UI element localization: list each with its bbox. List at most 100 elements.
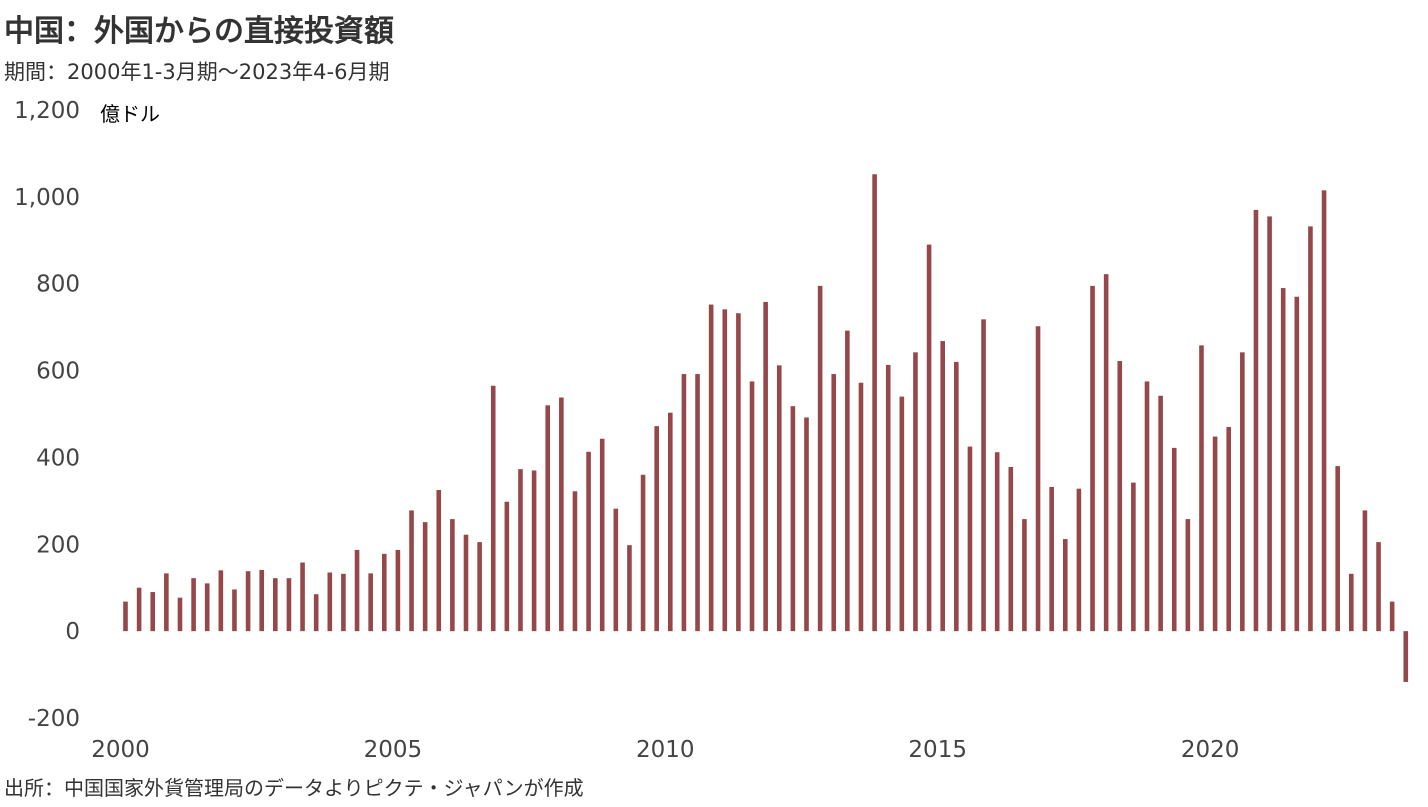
bar: [940, 341, 945, 632]
y-tick-label: 1,000: [14, 185, 80, 211]
bar: [218, 570, 224, 632]
bar: [763, 301, 768, 632]
bar: [831, 374, 837, 632]
bar: [164, 573, 169, 632]
unit-label: 億ドル: [100, 102, 160, 126]
bar: [708, 304, 714, 632]
x-tick-label: 2005: [364, 737, 423, 763]
bar: [640, 474, 646, 632]
bar: [123, 601, 128, 632]
y-axis: 1,200 1,000 800 600 400 200 0 -200: [14, 98, 80, 732]
bar: [1158, 395, 1163, 632]
x-tick-label: 2015: [908, 737, 967, 763]
y-tick-label: 400: [36, 445, 80, 471]
source-note: 出所：中国国家外貨管理局のデータよりピクテ・ジャパンが作成: [4, 776, 584, 800]
bar: [885, 364, 891, 632]
bar: [817, 285, 823, 632]
bar: [245, 571, 251, 632]
bar: [381, 553, 387, 632]
bar-series: [123, 174, 1409, 682]
bar: [1389, 601, 1395, 632]
bar: [668, 412, 673, 632]
bar: [545, 405, 551, 632]
bar: [273, 578, 278, 632]
bar: [1035, 326, 1041, 632]
bar: [695, 374, 700, 632]
bar: [776, 365, 782, 632]
chart-title: 中国：外国からの直接投資額: [4, 14, 394, 49]
bar: [559, 397, 564, 632]
bar: [926, 244, 932, 632]
bar: [749, 381, 755, 632]
bar: [259, 569, 264, 632]
bar: [1171, 447, 1177, 632]
bar: [1362, 510, 1368, 632]
bar: [736, 313, 741, 632]
bar: [1308, 226, 1313, 632]
bar: [422, 522, 428, 632]
bar: [1185, 519, 1191, 632]
bar: [1131, 482, 1136, 632]
bar: [1280, 288, 1286, 632]
bar: [463, 534, 469, 632]
bar: [845, 330, 850, 632]
bar: [354, 549, 360, 632]
bar: [300, 562, 305, 632]
bar: [504, 501, 510, 632]
bar: [1212, 436, 1218, 632]
bar: [436, 490, 442, 632]
bar: [232, 589, 237, 632]
bar: [1076, 488, 1082, 632]
bar: [790, 406, 796, 632]
bar: [967, 446, 973, 632]
bar: [450, 519, 455, 632]
bar: [627, 545, 632, 632]
bar: [395, 549, 401, 632]
bar: [204, 583, 210, 632]
bar: [1049, 486, 1054, 632]
bar: [313, 594, 319, 632]
bar: [1335, 466, 1340, 632]
bar: [586, 451, 591, 632]
bar: [981, 319, 986, 632]
y-tick-label: 800: [36, 272, 80, 298]
bar: [1199, 345, 1204, 632]
bar: [409, 510, 414, 632]
bar: [341, 573, 346, 632]
bar: [1253, 209, 1259, 632]
bar: [1008, 466, 1014, 632]
bar: [1376, 542, 1381, 632]
bar: [1090, 285, 1095, 632]
x-tick-label: 2020: [1181, 737, 1240, 763]
bar: [531, 470, 537, 632]
bar: [1349, 573, 1354, 632]
bar: [1403, 631, 1409, 682]
bar: [1022, 519, 1027, 632]
bar: [477, 542, 482, 632]
bar: [954, 361, 959, 632]
bar: [1240, 352, 1245, 632]
bar: [191, 578, 196, 632]
bar: [858, 382, 864, 632]
y-tick-label: 200: [36, 532, 80, 558]
bar: [899, 396, 905, 632]
bar: [654, 426, 659, 632]
bar: [613, 508, 619, 632]
x-tick-label: 2010: [636, 737, 695, 763]
y-tick-label: 600: [36, 359, 80, 385]
x-axis: 2000 2005 2010 2015 2020: [91, 737, 1239, 763]
bar: [994, 452, 1000, 632]
bar: [913, 352, 918, 632]
bar: [872, 174, 877, 632]
y-tick-label: 0: [65, 619, 80, 645]
bar: [599, 438, 605, 632]
y-tick-label: 1,200: [14, 98, 80, 124]
bar: [572, 491, 578, 632]
bar: [490, 385, 496, 632]
bar: [136, 587, 142, 632]
bar: [722, 309, 728, 632]
bar: [681, 374, 687, 632]
bar: [1267, 216, 1272, 632]
bar: [1294, 296, 1300, 632]
chart-subtitle: 期間：2000年1-3月期～2023年4-6月期: [4, 60, 390, 84]
